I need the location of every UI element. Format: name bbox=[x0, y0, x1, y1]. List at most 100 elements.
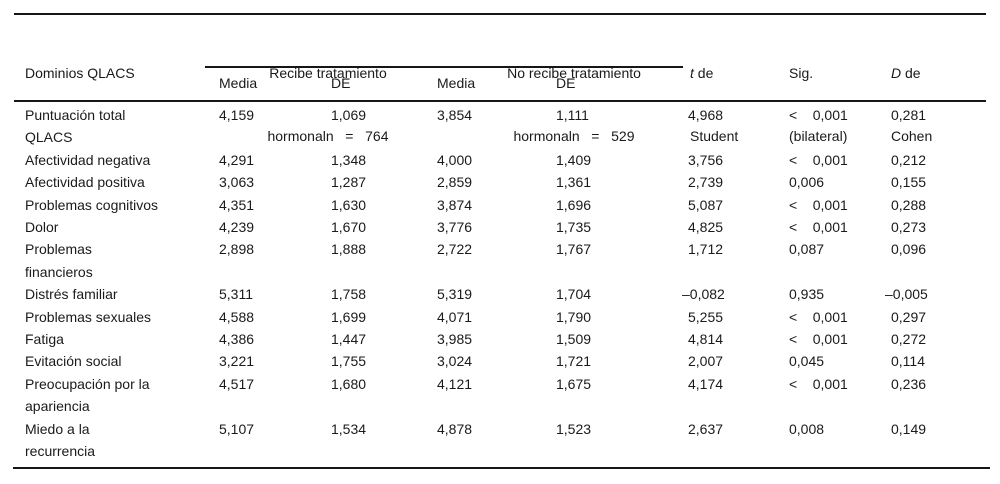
cell-media1: 4,351 bbox=[219, 196, 255, 213]
column-header-t-student: t de Student bbox=[690, 21, 738, 189]
cell-de1: 1,888 bbox=[331, 241, 367, 258]
row-label: Afectividad positiva bbox=[25, 171, 219, 193]
cell-media2: 3,854 bbox=[437, 107, 473, 123]
cell-t: 5,255 bbox=[688, 308, 724, 325]
cell-d: 0,297 bbox=[891, 308, 927, 325]
subheader-media-group2: Media bbox=[437, 75, 476, 91]
subheader-de-group2: DE bbox=[556, 75, 576, 91]
cell-media1: 5,107 bbox=[219, 420, 255, 437]
cell-t: 2,739 bbox=[688, 174, 724, 191]
t-rest: de bbox=[693, 65, 714, 81]
column-header-sig: Sig. (bilateral) bbox=[789, 21, 847, 189]
row-label: Miedo a la recurrencia bbox=[25, 418, 219, 463]
table-row: Distrés familiar 5,311 1,758 5,319 1,704 –0,0… bbox=[0, 283, 1000, 305]
table-row: Evitación social 3,221 1,755 3,024 1,721 2,00… bbox=[0, 350, 1000, 372]
row-label-line: Distrés familiar bbox=[25, 286, 118, 303]
cell-d: –0,005 bbox=[885, 286, 928, 303]
row-label-line: financieros bbox=[25, 263, 93, 280]
cell-sig: < 0,001 bbox=[789, 107, 848, 123]
cell-sig: < 0,001 bbox=[789, 375, 848, 392]
table-row: Fatiga 4,386 1,447 3,985 1,509 4,814 < 0,001 0,… bbox=[0, 328, 1000, 350]
cell-sig: < 0,001 bbox=[789, 196, 848, 213]
group1-line2: hormonaln = 764 bbox=[267, 128, 389, 144]
row-label-line: Miedo a la bbox=[25, 420, 90, 437]
table-bottom-rule bbox=[13, 467, 990, 470]
cell-de2: 1,409 bbox=[556, 151, 592, 168]
cell-de1: 1,699 bbox=[331, 308, 367, 325]
row-label-line: recurrencia bbox=[25, 443, 96, 460]
t-header-line2: Student bbox=[690, 128, 739, 144]
row-label: Problemas cognitivos bbox=[25, 194, 219, 216]
cell-media2: 4,000 bbox=[437, 151, 473, 168]
group1-line1: Recibe tratamiento bbox=[269, 65, 387, 81]
cell-d: 0,096 bbox=[891, 241, 927, 258]
cell-de2: 1,523 bbox=[556, 420, 592, 437]
column-group-header-no-treatment: No recibe tratamiento hormonaln = 529 bbox=[448, 21, 700, 189]
t-symbol: t bbox=[690, 65, 694, 81]
cell-t: 4,825 bbox=[688, 219, 724, 236]
table-row: Afectividad positiva 3,063 1,287 2,859 1,361… bbox=[0, 171, 1000, 193]
cell-sig: < 0,001 bbox=[789, 331, 848, 348]
row-label: Problemas financieros bbox=[25, 238, 219, 283]
header-bottom-rule bbox=[14, 100, 986, 103]
cell-d: 0,273 bbox=[891, 219, 927, 236]
table-row: Miedo a la recurrencia 5,107 1,534 4,878 1,52… bbox=[0, 418, 1000, 463]
cell-sig: 0,008 bbox=[789, 420, 825, 437]
cell-media2: 4,071 bbox=[437, 308, 473, 325]
cell-de2: 1,735 bbox=[556, 219, 592, 236]
table-row: Puntuación total QLACS 4,159 1,069 3,854 1,11… bbox=[0, 104, 1000, 149]
cell-media2: 3,776 bbox=[437, 219, 473, 236]
cell-sig: < 0,001 bbox=[789, 308, 848, 325]
cell-de1: 1,670 bbox=[331, 219, 367, 236]
cell-media2: 3,024 bbox=[437, 353, 473, 370]
cell-d: 0,281 bbox=[891, 107, 927, 123]
cell-media1: 4,159 bbox=[219, 107, 255, 123]
row-label-line: Fatiga bbox=[25, 331, 64, 348]
row-label-line: Evitación social bbox=[25, 353, 122, 370]
table-row: Dolor 4,239 1,670 3,776 1,735 4,825 < 0,001 0,2… bbox=[0, 216, 1000, 238]
d-header-line1: D de bbox=[891, 63, 932, 84]
row-label-line: Problemas sexuales bbox=[25, 308, 152, 325]
cell-t: 4,968 bbox=[688, 107, 724, 123]
cell-de2: 1,721 bbox=[556, 353, 592, 370]
cell-de2: 1,675 bbox=[556, 375, 592, 392]
cell-de1: 1,680 bbox=[331, 375, 367, 392]
cell-media1: 4,386 bbox=[219, 331, 255, 348]
cell-media1: 4,239 bbox=[219, 219, 255, 236]
sig-header-line1: Sig. bbox=[789, 65, 814, 81]
row-label: Fatiga bbox=[25, 328, 219, 350]
cell-de2: 1,361 bbox=[556, 174, 592, 191]
d-symbol: D bbox=[891, 65, 902, 81]
cell-de2: 1,790 bbox=[556, 308, 592, 325]
cell-media2: 2,722 bbox=[437, 241, 473, 258]
cell-media1: 4,588 bbox=[219, 308, 255, 325]
cell-t: 4,814 bbox=[688, 331, 724, 348]
column-header-domains-label: Dominios QLACS bbox=[25, 65, 135, 81]
cell-de1: 1,534 bbox=[331, 420, 367, 437]
row-label-line: Afectividad positiva bbox=[25, 174, 145, 191]
cell-t: –0,082 bbox=[682, 286, 725, 303]
cell-d: 0,155 bbox=[891, 174, 927, 191]
cell-sig: 0,935 bbox=[789, 286, 825, 303]
cell-de1: 1,348 bbox=[331, 151, 367, 168]
cell-d: 0,149 bbox=[891, 420, 927, 437]
row-label: Distrés familiar bbox=[25, 283, 219, 305]
group2-line2: hormonaln = 529 bbox=[513, 128, 635, 144]
row-label: Afectividad negativa bbox=[25, 149, 219, 171]
cell-de1: 1,447 bbox=[331, 331, 367, 348]
cell-de1: 1,758 bbox=[331, 286, 367, 303]
row-label-line: Afectividad negativa bbox=[25, 151, 151, 168]
cell-sig: 0,087 bbox=[789, 241, 825, 258]
group2-line1: No recibe tratamiento bbox=[507, 65, 641, 81]
cell-de2: 1,111 bbox=[556, 107, 589, 123]
subheader-media-group1: Media bbox=[219, 75, 258, 91]
cell-media1: 4,517 bbox=[219, 375, 255, 392]
table-top-rule bbox=[14, 13, 986, 15]
cell-t: 5,087 bbox=[688, 196, 724, 213]
cell-media2: 3,985 bbox=[437, 331, 473, 348]
cell-d: 0,212 bbox=[891, 151, 927, 168]
cell-sig: < 0,001 bbox=[789, 219, 848, 236]
cell-media2: 3,874 bbox=[437, 196, 473, 213]
group-header-underline-rule bbox=[205, 66, 683, 68]
